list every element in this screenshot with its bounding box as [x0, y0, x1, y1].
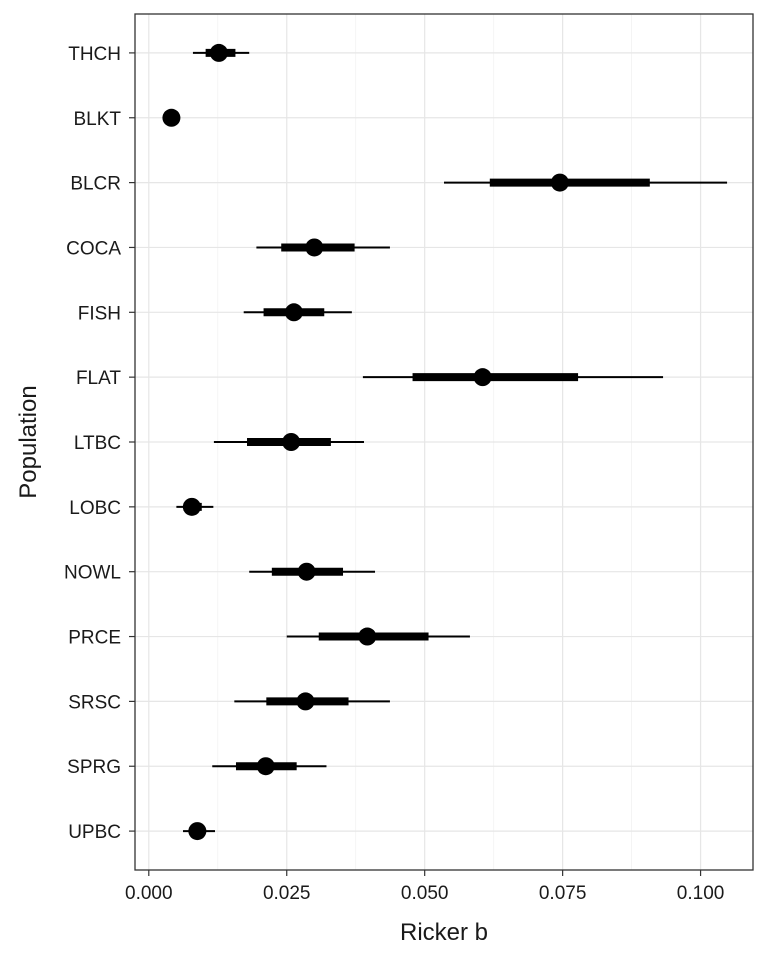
- axes: 0.000 0.025 0.050 0.075 0.100 THCH BLKT BLCR COC…: [64, 44, 724, 904]
- median-point: [162, 108, 181, 127]
- x-axis-title: Ricker b: [400, 919, 488, 946]
- median-point: [305, 238, 324, 257]
- median-point: [284, 303, 303, 322]
- x-tick-label: 0.000: [125, 883, 173, 904]
- y-tick-label: SRSC: [68, 692, 121, 713]
- y-tick-label: UPBC: [68, 822, 121, 843]
- y-tick-label: COCA: [66, 238, 121, 259]
- median-point: [209, 43, 228, 62]
- median-point: [473, 368, 492, 387]
- x-tick-label: 0.025: [263, 883, 311, 904]
- y-tick-label: PRCE: [68, 628, 121, 649]
- y-tick-label: LTBC: [74, 433, 121, 454]
- median-point: [188, 822, 207, 841]
- y-tick-label: NOWL: [64, 563, 121, 584]
- y-tick-label: BLCR: [70, 174, 121, 195]
- plot-marks: [162, 43, 728, 841]
- y-tick-label: FLAT: [76, 368, 121, 389]
- y-tick-label: BLKT: [73, 109, 121, 130]
- y-tick-label: THCH: [68, 44, 121, 65]
- y-axis-title: Population: [15, 385, 42, 498]
- median-point: [256, 757, 275, 776]
- y-tick-label: SPRG: [67, 757, 121, 778]
- median-point: [282, 433, 301, 451]
- median-point: [550, 173, 569, 192]
- median-point: [297, 562, 316, 581]
- x-tick-label: 0.075: [539, 883, 587, 904]
- median-point: [182, 497, 201, 516]
- median-point: [358, 627, 377, 646]
- y-tick-label: FISH: [78, 303, 121, 324]
- median-point: [296, 692, 315, 711]
- x-tick-label: 0.100: [677, 883, 725, 904]
- y-tick-label: LOBC: [69, 498, 121, 519]
- x-tick-label: 0.050: [401, 883, 449, 904]
